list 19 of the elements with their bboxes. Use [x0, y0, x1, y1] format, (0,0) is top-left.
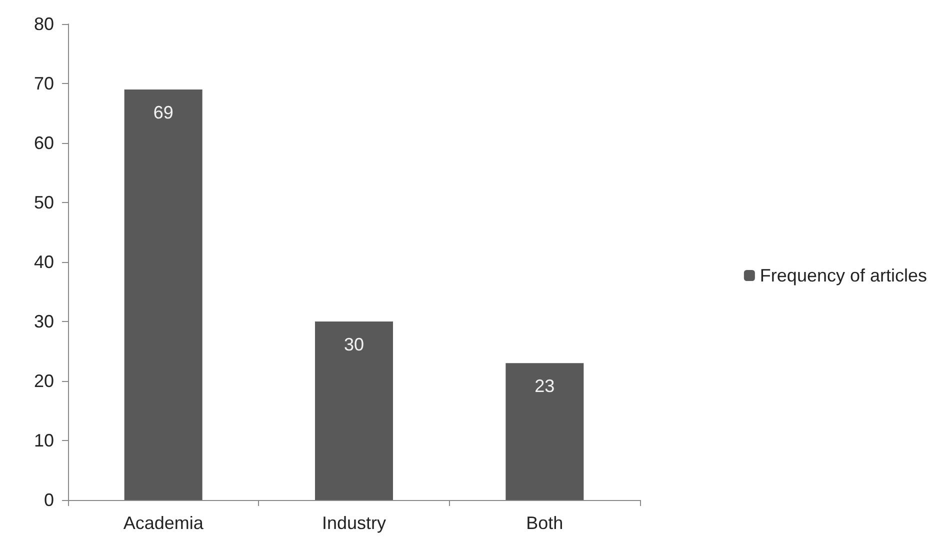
- y-tick-label: 70: [34, 74, 54, 94]
- data-label: 23: [534, 376, 555, 396]
- x-tick-label: Academia: [123, 513, 204, 533]
- bar: [124, 89, 202, 500]
- y-tick-label: 30: [34, 312, 54, 332]
- data-label: 69: [153, 102, 174, 122]
- y-tick-label: 10: [34, 430, 54, 450]
- y-tick-label: 40: [34, 252, 54, 272]
- y-tick-label: 0: [44, 490, 54, 510]
- y-tick-label: 20: [34, 371, 54, 391]
- bar: [506, 363, 584, 500]
- legend-label: Frequency of articles: [760, 266, 928, 286]
- x-tick-label: Industry: [322, 513, 386, 533]
- y-tick-label: 80: [34, 14, 54, 34]
- y-tick-label: 60: [34, 133, 54, 153]
- y-tick-label: 50: [34, 192, 54, 212]
- bar: [315, 322, 393, 500]
- data-label: 30: [344, 334, 364, 354]
- x-tick-label: Both: [526, 513, 564, 533]
